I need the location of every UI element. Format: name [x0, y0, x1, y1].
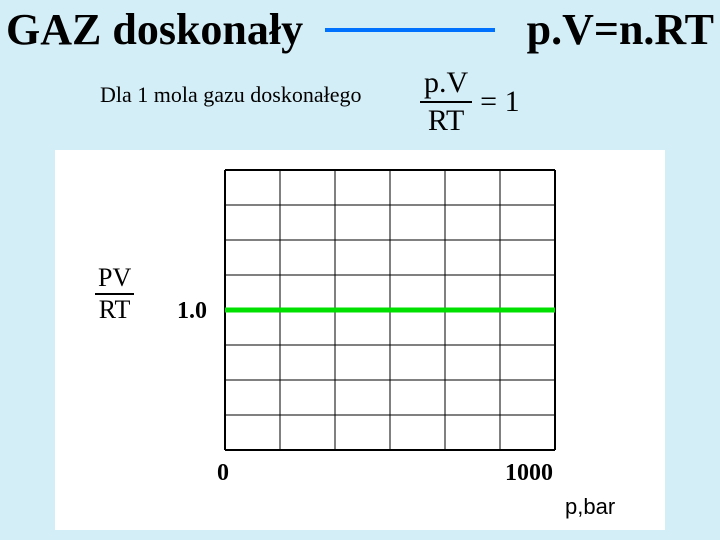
- page-title-left: GAZ doskonały: [6, 4, 303, 55]
- fraction-bar: [420, 101, 472, 103]
- y-tick-label: 1.0: [177, 298, 207, 325]
- fraction-numerator: p.V: [420, 68, 472, 98]
- title-connector-line: [325, 28, 495, 32]
- x-tick-1000: 1000: [505, 460, 553, 487]
- fraction-denominator: RT: [420, 106, 472, 136]
- chart-panel: PV RT 1.0 0 1000 p,bar: [55, 150, 665, 530]
- subtitle-text: Dla 1 mola gazu doskonałego: [100, 82, 362, 108]
- y-axis-label: PV RT: [95, 265, 134, 323]
- chart-svg: [55, 150, 665, 530]
- page-title-right: p.V=n.RT: [527, 4, 714, 55]
- y-axis-label-den: RT: [95, 297, 134, 323]
- ideal-gas-fraction: p.V RT = 1: [420, 68, 526, 136]
- x-tick-0: 0: [217, 460, 229, 487]
- x-axis-label: p,bar: [565, 494, 615, 520]
- y-axis-label-num: PV: [95, 265, 134, 291]
- fraction-rhs: = 1: [480, 85, 519, 119]
